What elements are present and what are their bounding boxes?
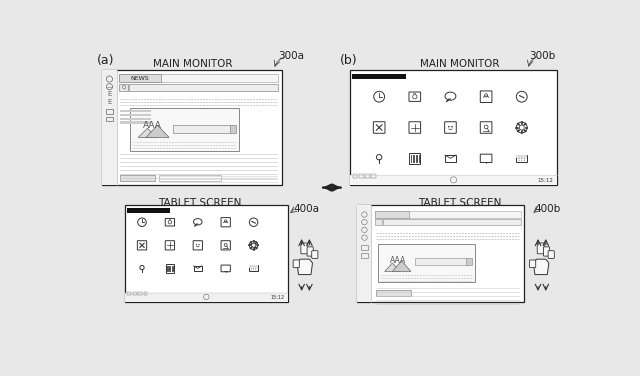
- FancyBboxPatch shape: [548, 251, 554, 258]
- Text: 300a: 300a: [278, 51, 305, 61]
- Bar: [102, 70, 282, 185]
- Bar: [516, 155, 527, 158]
- Circle shape: [196, 244, 197, 245]
- Bar: [358, 205, 371, 302]
- FancyBboxPatch shape: [529, 260, 536, 268]
- Bar: [159, 175, 221, 181]
- Bar: [168, 219, 171, 220]
- Bar: [353, 174, 358, 177]
- Bar: [119, 74, 278, 82]
- Text: 15:12: 15:12: [271, 295, 285, 300]
- Bar: [376, 290, 411, 296]
- Bar: [119, 74, 161, 82]
- Text: (a): (a): [97, 55, 115, 67]
- Bar: [374, 211, 410, 218]
- Circle shape: [255, 268, 256, 269]
- Text: (b): (b): [340, 55, 357, 67]
- Bar: [125, 293, 288, 302]
- Bar: [415, 258, 467, 265]
- Circle shape: [448, 126, 450, 127]
- Bar: [120, 175, 155, 181]
- Text: AAA: AAA: [143, 121, 161, 130]
- FancyBboxPatch shape: [301, 243, 308, 254]
- Polygon shape: [385, 263, 400, 271]
- Bar: [138, 292, 142, 296]
- Bar: [166, 264, 174, 273]
- Bar: [445, 155, 456, 162]
- Polygon shape: [146, 125, 169, 138]
- Bar: [131, 108, 239, 151]
- Bar: [106, 117, 113, 121]
- Polygon shape: [297, 259, 312, 274]
- Text: 300b: 300b: [529, 51, 556, 61]
- Bar: [119, 83, 128, 91]
- Polygon shape: [533, 259, 549, 274]
- Bar: [250, 265, 258, 271]
- Bar: [383, 219, 521, 225]
- Bar: [349, 175, 557, 185]
- Circle shape: [518, 158, 520, 159]
- FancyBboxPatch shape: [307, 247, 313, 256]
- Bar: [358, 205, 524, 302]
- Polygon shape: [138, 128, 157, 138]
- Bar: [362, 253, 367, 258]
- FancyBboxPatch shape: [293, 260, 300, 268]
- Bar: [125, 205, 288, 302]
- FancyBboxPatch shape: [312, 251, 318, 258]
- Text: MAIN MONITOR: MAIN MONITOR: [420, 59, 499, 69]
- Text: 15:12: 15:12: [538, 178, 554, 183]
- Polygon shape: [195, 224, 198, 226]
- Circle shape: [524, 160, 525, 161]
- Circle shape: [451, 126, 453, 127]
- Text: E: E: [108, 99, 111, 105]
- Bar: [106, 109, 113, 114]
- Bar: [352, 74, 406, 79]
- Bar: [230, 125, 236, 133]
- Bar: [127, 292, 131, 296]
- Bar: [359, 174, 364, 177]
- Bar: [129, 83, 278, 91]
- Bar: [371, 174, 376, 177]
- Bar: [102, 70, 117, 185]
- FancyBboxPatch shape: [543, 247, 550, 256]
- Bar: [120, 117, 151, 120]
- Bar: [362, 245, 367, 250]
- Text: 400b: 400b: [534, 204, 561, 214]
- Text: Q: Q: [121, 85, 125, 89]
- Bar: [466, 258, 472, 265]
- Bar: [516, 155, 527, 162]
- Bar: [127, 208, 170, 213]
- Text: E: E: [108, 91, 111, 97]
- Bar: [410, 153, 420, 164]
- Circle shape: [518, 160, 520, 161]
- Text: 400a: 400a: [293, 204, 319, 214]
- Bar: [120, 121, 151, 124]
- Bar: [250, 265, 258, 268]
- Text: AAA: AAA: [390, 256, 406, 265]
- Text: TABLET SCREEN: TABLET SCREEN: [418, 197, 501, 208]
- Circle shape: [251, 268, 252, 269]
- Bar: [120, 110, 151, 112]
- Bar: [132, 292, 136, 296]
- Bar: [349, 70, 557, 185]
- Polygon shape: [447, 99, 451, 102]
- Bar: [374, 211, 521, 218]
- Text: NEWS: NEWS: [131, 76, 149, 81]
- Bar: [365, 174, 370, 177]
- Polygon shape: [392, 261, 411, 271]
- Bar: [378, 244, 476, 282]
- Bar: [173, 125, 231, 133]
- Circle shape: [253, 268, 254, 269]
- Circle shape: [524, 158, 525, 159]
- Bar: [193, 266, 202, 271]
- Text: TABLET SCREEN: TABLET SCREEN: [159, 197, 242, 208]
- Bar: [143, 292, 147, 296]
- FancyBboxPatch shape: [537, 243, 544, 254]
- Bar: [120, 114, 151, 116]
- Circle shape: [198, 244, 200, 245]
- Bar: [374, 219, 382, 225]
- Bar: [413, 92, 417, 94]
- Text: MAIN MONITOR: MAIN MONITOR: [152, 59, 232, 69]
